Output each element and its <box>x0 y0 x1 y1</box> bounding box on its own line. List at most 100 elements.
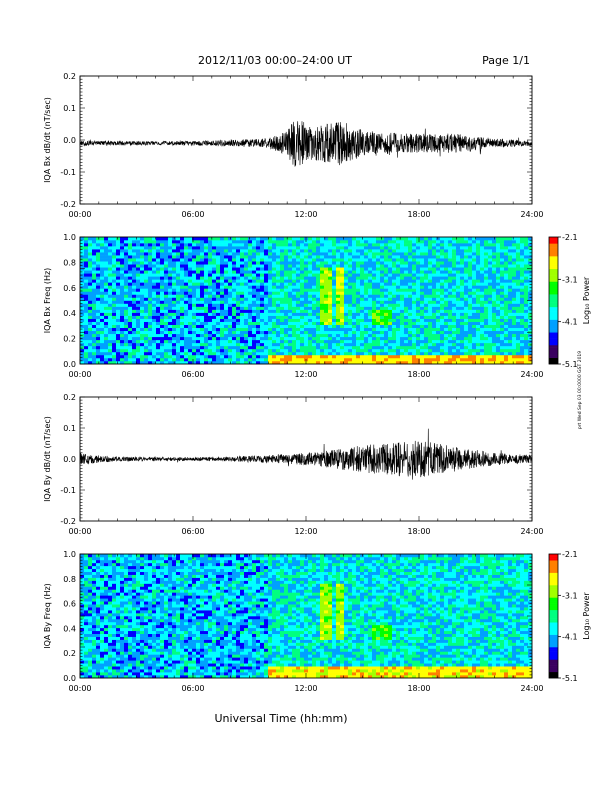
spectrogram-cell <box>116 309 121 313</box>
spectrogram-cell <box>284 252 289 256</box>
spectrogram-cell <box>368 327 373 332</box>
spectrogram-cell <box>428 285 433 289</box>
spectrogram-cell <box>312 297 317 301</box>
spectrogram-cell <box>372 351 377 356</box>
spectrogram-cell <box>304 243 309 247</box>
spectrogram-cell <box>336 273 341 277</box>
spectrogram-cell <box>116 327 121 332</box>
spectrogram-cell <box>304 354 309 359</box>
spectrogram-cell <box>324 309 329 313</box>
spectrogram-cell <box>488 300 493 304</box>
spectrogram-cell <box>388 246 393 250</box>
spectrogram-cell <box>412 240 417 244</box>
spectrogram-cell <box>104 261 109 265</box>
spectrogram-cell <box>528 282 533 286</box>
spectrogram-cell <box>472 339 477 344</box>
spectrogram-cell <box>224 303 229 307</box>
spectrogram-cell <box>224 321 229 325</box>
spectrogram-cell <box>132 258 137 262</box>
spectrogram-cell <box>140 267 145 271</box>
spectrogram-cell <box>528 243 533 247</box>
spectrogram-cell <box>108 360 113 365</box>
spectrogram-cell <box>368 267 373 271</box>
spectrogram-cell <box>396 315 401 319</box>
spectrogram-cell <box>404 348 409 353</box>
spectrogram-cell <box>280 294 285 298</box>
spectrogram-cell <box>168 270 173 274</box>
spectrogram-cell <box>372 279 377 283</box>
spectrogram-cell <box>276 348 281 353</box>
spectrogram-cell <box>472 309 477 313</box>
spectrogram-cell <box>140 348 145 353</box>
spectrogram-cell <box>340 279 345 283</box>
spectrogram-cell <box>248 309 253 313</box>
spectrogram-cell <box>192 360 197 365</box>
spectrogram-cell <box>144 351 149 356</box>
spectrogram-cell <box>352 273 357 277</box>
spectrogram-cell <box>280 285 285 289</box>
spectrogram-cell <box>428 336 433 341</box>
spectrogram-cell <box>468 267 473 271</box>
spectrogram-cell <box>196 294 201 298</box>
spectrogram-cell <box>140 354 145 359</box>
spectrogram-cell <box>84 276 89 280</box>
spectrogram-cell <box>452 348 457 353</box>
spectrogram-cell <box>452 243 457 247</box>
spectrogram-cell <box>376 309 381 313</box>
spectrogram-cell <box>164 309 169 313</box>
spectrogram-cell <box>196 318 201 322</box>
spectrogram-cell <box>296 360 301 365</box>
spectrogram-cell <box>364 303 369 307</box>
spectrogram-cell <box>168 288 173 292</box>
spectrogram-cell <box>148 294 153 298</box>
spectrogram-cell <box>104 318 109 322</box>
spectrogram-cell <box>192 285 197 289</box>
spectrogram-cell <box>248 336 253 341</box>
spectrogram-cell <box>84 261 89 265</box>
spectrogram-cell <box>360 327 365 332</box>
spectrogram-cell <box>156 288 161 292</box>
spectrogram-cell <box>404 243 409 247</box>
spectrogram-cell <box>84 249 89 253</box>
spectrogram-cell <box>148 240 153 244</box>
spectrogram-cell <box>452 303 457 307</box>
spectrogram-cell <box>236 303 241 307</box>
spectrogram-cell <box>468 291 473 295</box>
colorbar-cell <box>549 258 558 261</box>
spectrogram-cell <box>144 255 149 259</box>
spectrogram-cell <box>216 309 221 313</box>
spectrogram-cell <box>140 318 145 322</box>
spectrogram-cell <box>440 276 445 280</box>
spectrogram-cell <box>496 342 501 347</box>
spectrogram-cell <box>80 243 85 247</box>
spectrogram-cell <box>140 276 145 280</box>
spectrogram-cell <box>468 318 473 322</box>
spectrogram-cell <box>120 243 125 247</box>
spectrogram-cell <box>276 336 281 341</box>
spectrogram-cell <box>508 261 513 265</box>
spectrogram-cell <box>252 267 257 271</box>
spectrogram-cell <box>208 273 213 277</box>
spectrogram-cell <box>260 309 265 313</box>
spectrogram-cell <box>384 264 389 268</box>
spectrogram-cell <box>200 270 205 274</box>
spectrogram-cell <box>420 324 425 329</box>
colorbar-cell <box>549 296 558 299</box>
spectrogram-cell <box>392 237 397 241</box>
spectrogram-cell <box>408 270 413 274</box>
spectrogram-cell <box>376 303 381 307</box>
spectrogram-cell <box>272 255 277 259</box>
spectrogram-cell <box>284 255 289 259</box>
spectrogram-cell <box>172 243 177 247</box>
spectrogram-cell <box>196 315 201 319</box>
spectrogram-cell <box>108 267 113 271</box>
spectrogram-cell <box>424 324 429 329</box>
spectrogram-cell <box>496 300 501 304</box>
spectrogram-cell <box>520 357 525 362</box>
spectrogram-cell <box>324 357 329 362</box>
spectrogram-cell <box>360 285 365 289</box>
spectrogram-cell <box>88 360 93 365</box>
spectrogram-cell <box>412 264 417 268</box>
spectrogram-cell <box>344 264 349 268</box>
spectrogram-cell <box>440 282 445 286</box>
